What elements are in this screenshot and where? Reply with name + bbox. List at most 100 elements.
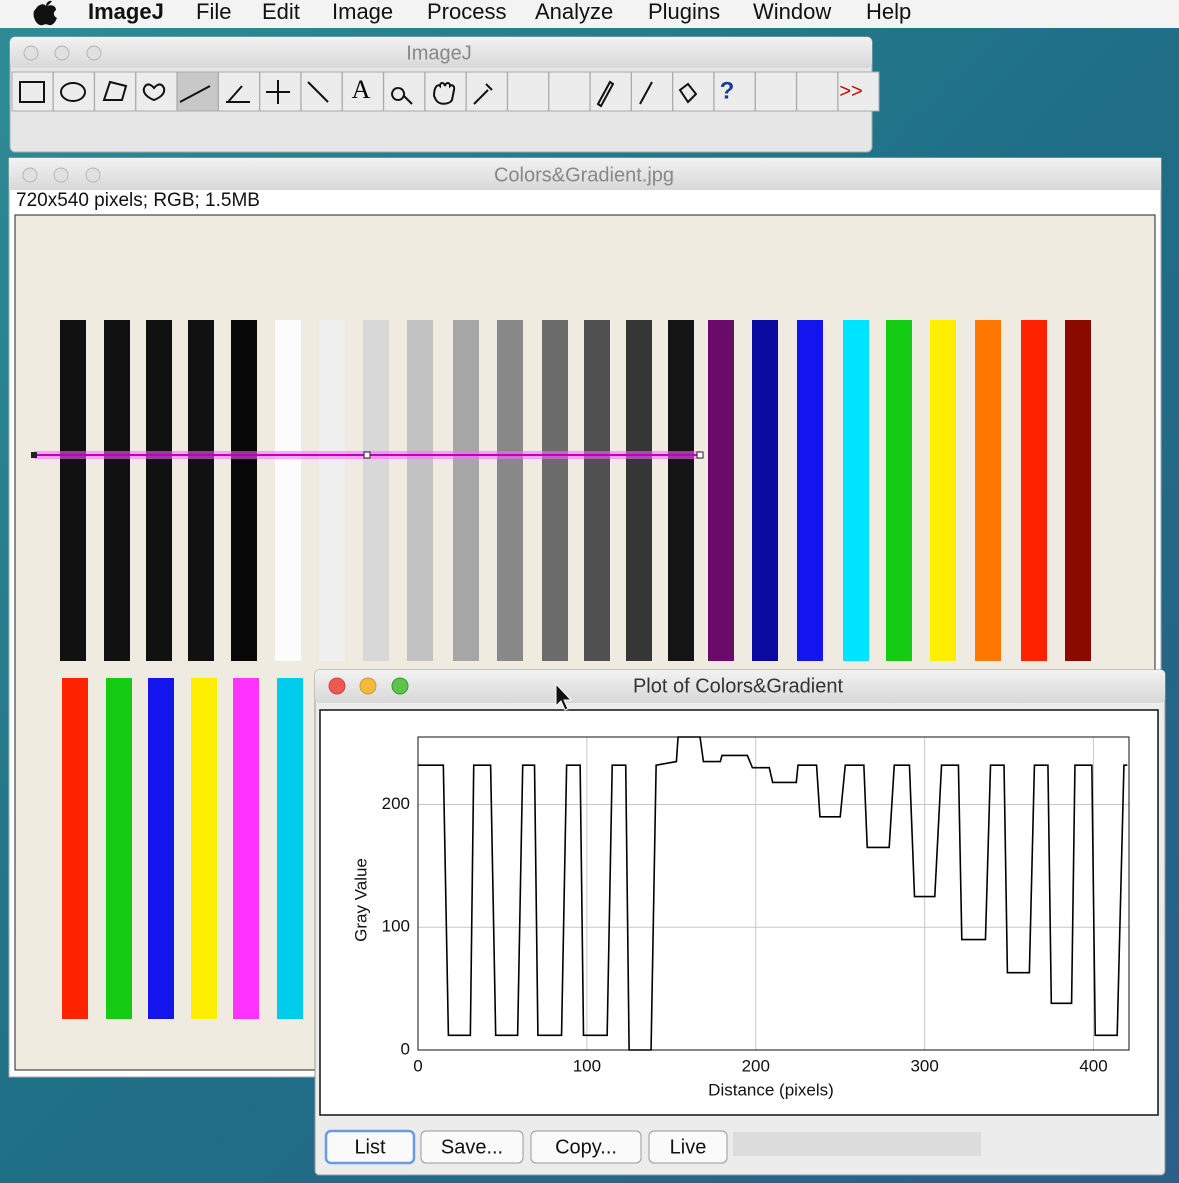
angle-tool[interactable] [226,85,250,103]
color-bar [497,320,523,661]
button[interactable] [648,1130,728,1164]
menu-item[interactable]: File [196,0,231,24]
image-info: 720x540 pixels; RGB; 1.5MB [16,190,260,211]
menu-item[interactable]: Help [866,0,911,24]
button-label[interactable]: List [354,1136,386,1158]
menu-item[interactable]: Analyze [535,0,613,24]
menu-bar [0,0,1179,28]
menu-app[interactable]: ImageJ [88,0,164,24]
button[interactable] [530,1130,642,1164]
brush-tool[interactable] [639,81,653,105]
plot-area [417,736,1130,1051]
color-bar [708,320,734,661]
tool-button[interactable] [507,71,550,112]
tool-button[interactable] [52,71,95,112]
wand-tool[interactable] [307,81,329,103]
apple-logo[interactable] [33,0,57,26]
color-bar [1021,320,1047,661]
x-tick-label: 400 [1079,1056,1107,1075]
color-bar [231,320,257,661]
color-bar [752,320,778,661]
button-label[interactable]: Live [670,1136,707,1158]
y-tick-label: 0 [401,1039,410,1058]
color-bar [668,320,694,661]
zoom-button[interactable] [391,677,409,695]
color-bar [930,320,956,661]
tool-button[interactable] [589,71,632,112]
minimize-button[interactable] [359,677,377,695]
tool-button[interactable] [713,71,756,112]
menu-item[interactable]: Image [332,0,393,24]
close-button[interactable] [328,677,346,695]
tool-button[interactable] [94,71,137,112]
window-title: Colors&Gradient.jpg [494,164,674,186]
status-bar [733,1132,981,1156]
help-tool[interactable]: ? [720,77,735,104]
x-tick-label: 300 [910,1056,938,1075]
text-tool[interactable]: A [352,75,371,104]
color-bar [148,678,174,1019]
oval-tool[interactable] [60,82,87,102]
color-bar [191,678,217,1019]
color-bar [62,678,88,1019]
more-tools[interactable]: >> [839,80,862,102]
color-bar [975,320,1001,661]
flood-fill-tool[interactable] [678,82,698,104]
menu-item[interactable]: Process [427,0,506,24]
tool-button[interactable] [837,71,880,112]
line-tool[interactable] [179,85,211,103]
color-bar [233,678,259,1019]
title-bar [9,158,1161,190]
zoom-tool[interactable] [391,87,413,105]
button[interactable] [420,1130,524,1164]
color-bar [1065,320,1091,661]
freehand-tool[interactable] [142,83,166,102]
menu-item[interactable]: Plugins [648,0,720,24]
color-bar [363,320,389,661]
point-tool[interactable] [266,80,290,104]
color-bar [453,320,479,661]
hand-tool[interactable] [432,82,456,105]
y-tick-label: 200 [382,794,410,813]
tool-button[interactable] [11,71,54,112]
tool-button[interactable] [796,71,839,112]
tool-button[interactable] [300,71,343,112]
title-bar [10,37,872,68]
button-label[interactable]: Copy... [555,1136,617,1158]
rectangle-tool[interactable] [19,81,45,103]
color-bar [104,320,130,661]
dropper-tool[interactable] [473,83,493,105]
x-tick-label: 100 [573,1056,601,1075]
menu-item[interactable]: Edit [262,0,300,24]
color-bar [797,320,823,661]
color-bar [60,320,86,661]
line-selection[interactable] [31,451,704,459]
tool-button[interactable] [548,71,591,112]
menu-item[interactable]: Window [753,0,831,24]
tool-button[interactable] [424,71,467,112]
color-bar [626,320,652,661]
color-bar [277,678,303,1019]
y-tick-label: 100 [382,917,410,936]
color-bar [843,320,869,661]
x-tick-label: 0 [413,1056,422,1075]
color-bar [319,320,345,661]
profile-line [418,736,1128,1051]
tool-button[interactable] [631,71,673,112]
tool-button[interactable] [135,71,178,112]
tool-button[interactable] [754,71,797,112]
pencil-tool[interactable] [596,80,615,108]
color-bar [886,320,912,661]
window-controls [23,45,102,61]
window-title: ImageJ [406,42,472,64]
window-title: Plot of Colors&Gradient [633,675,844,697]
cursor [555,682,573,711]
button[interactable] [324,1129,416,1165]
button-label[interactable]: Save... [441,1136,503,1158]
tool-button[interactable] [218,71,260,112]
plot-frame [319,709,1159,1116]
y-axis-label: Gray Value [351,858,370,942]
polygon-tool[interactable] [102,80,128,101]
